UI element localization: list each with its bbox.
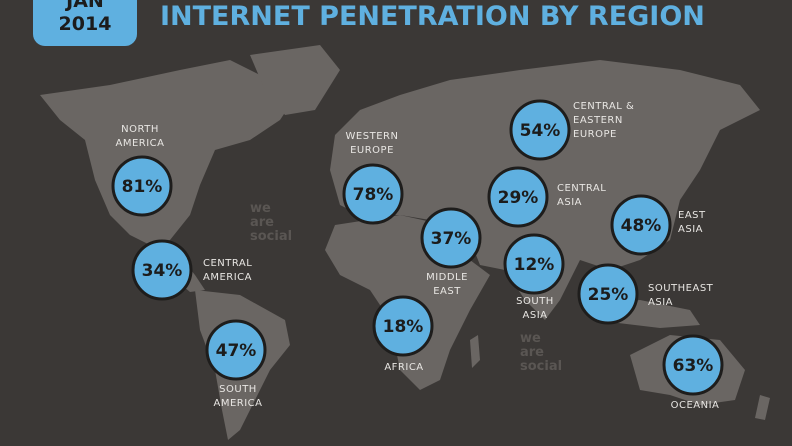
region-label: ASIA — [678, 224, 703, 235]
badge-month: JAN — [64, 0, 104, 12]
region-value: 34% — [142, 261, 183, 281]
region-bubble — [610, 194, 672, 256]
region-bubble — [487, 166, 549, 228]
region-label: CENTRAL — [557, 183, 606, 194]
region-bubble — [577, 263, 639, 325]
region-value: 37% — [431, 229, 472, 249]
region-bubble — [205, 319, 267, 381]
region-label: EASTERN — [573, 115, 623, 126]
region-bubble — [420, 207, 482, 269]
watermark: are — [250, 215, 274, 230]
north-america — [40, 60, 300, 245]
region-bubble — [131, 239, 193, 301]
region-label: AFRICA — [384, 362, 423, 373]
region-label: SOUTH — [516, 296, 554, 307]
region-label: WESTERN — [346, 131, 399, 142]
region-bubble — [662, 334, 724, 396]
region-label: EUROPE — [350, 145, 394, 156]
region-label: MIDDLE — [426, 272, 468, 283]
watermark: we — [520, 331, 541, 346]
region-value: 54% — [520, 121, 561, 141]
region-value: 63% — [673, 356, 714, 376]
watermark: social — [250, 229, 292, 244]
region-label: ASIA — [557, 197, 582, 208]
badge-year: 2014 — [59, 13, 112, 35]
region-bubble — [503, 233, 565, 295]
region-label: EUROPE — [573, 129, 617, 140]
region-bubble — [111, 155, 173, 217]
region-label: ASIA — [648, 297, 673, 308]
region-label: NORTH — [121, 124, 159, 135]
region-bubble — [342, 163, 404, 225]
region-value: 48% — [621, 216, 662, 236]
region-label: CENTRAL & — [573, 101, 634, 112]
region-label: OCEANIA — [671, 400, 720, 411]
region-value: 25% — [588, 285, 629, 305]
region-label: AMERICA — [115, 138, 164, 149]
region-label: AMERICA — [203, 272, 252, 283]
watermark: social — [520, 359, 562, 374]
region-bubble — [372, 295, 434, 357]
region-label: EAST — [678, 210, 706, 221]
watermark: we — [250, 201, 271, 216]
region-bubble — [509, 99, 571, 161]
region-label: AMERICA — [213, 398, 262, 409]
region-value: 47% — [216, 341, 257, 361]
madagascar — [470, 335, 480, 368]
greenland — [250, 45, 340, 115]
date-badge — [33, 0, 137, 46]
region-label: EAST — [433, 286, 461, 297]
region-value: 29% — [498, 188, 539, 208]
region-label: SOUTH — [219, 384, 257, 395]
region-value: 78% — [353, 185, 394, 205]
region-label: SOUTHEAST — [648, 283, 714, 294]
region-value: 81% — [122, 177, 163, 197]
region-value: 12% — [514, 255, 555, 275]
region-value: 18% — [383, 317, 424, 337]
region-label: ASIA — [523, 310, 548, 321]
watermark: are — [520, 345, 544, 360]
region-label: CENTRAL — [203, 258, 252, 269]
new-zealand — [755, 395, 770, 420]
title: INTERNET PENETRATION BY REGION — [160, 1, 705, 32]
